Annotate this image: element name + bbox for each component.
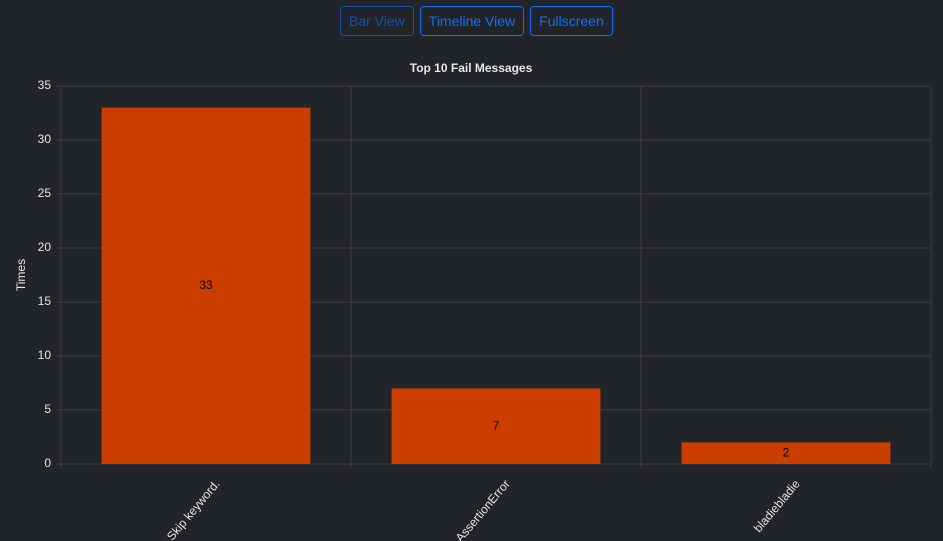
timeline-view-button[interactable]: Timeline View bbox=[419, 6, 525, 36]
y-tick-label: 0 bbox=[44, 456, 51, 470]
y-tick-label: 25 bbox=[38, 186, 52, 200]
x-tick-label: with Skip keyword. bbox=[147, 477, 222, 541]
value-label: 33 bbox=[199, 278, 213, 292]
y-tick-label: 10 bbox=[38, 348, 52, 362]
bar bbox=[101, 107, 311, 464]
bar-view-button[interactable]: Bar View bbox=[340, 6, 414, 36]
x-tick-label: bladiebladie bbox=[751, 477, 803, 535]
x-tick-label: AssertionError bbox=[453, 477, 513, 541]
fullscreen-button[interactable]: Fullscreen bbox=[530, 6, 613, 36]
bar bbox=[681, 442, 891, 464]
bar bbox=[391, 388, 601, 464]
value-label: 7 bbox=[493, 418, 500, 432]
y-tick-label: 35 bbox=[38, 78, 52, 92]
y-tick-label: 15 bbox=[38, 294, 52, 308]
y-axis-label: Times bbox=[14, 259, 28, 291]
chart-title: Top 10 Fail Messages bbox=[410, 61, 533, 75]
y-tick-label: 20 bbox=[38, 240, 52, 254]
button-bar: Bar View Timeline View Fullscreen bbox=[340, 6, 613, 36]
y-tick-label: 5 bbox=[44, 402, 51, 416]
y-tick-label: 30 bbox=[38, 132, 52, 146]
value-label: 2 bbox=[783, 445, 790, 459]
